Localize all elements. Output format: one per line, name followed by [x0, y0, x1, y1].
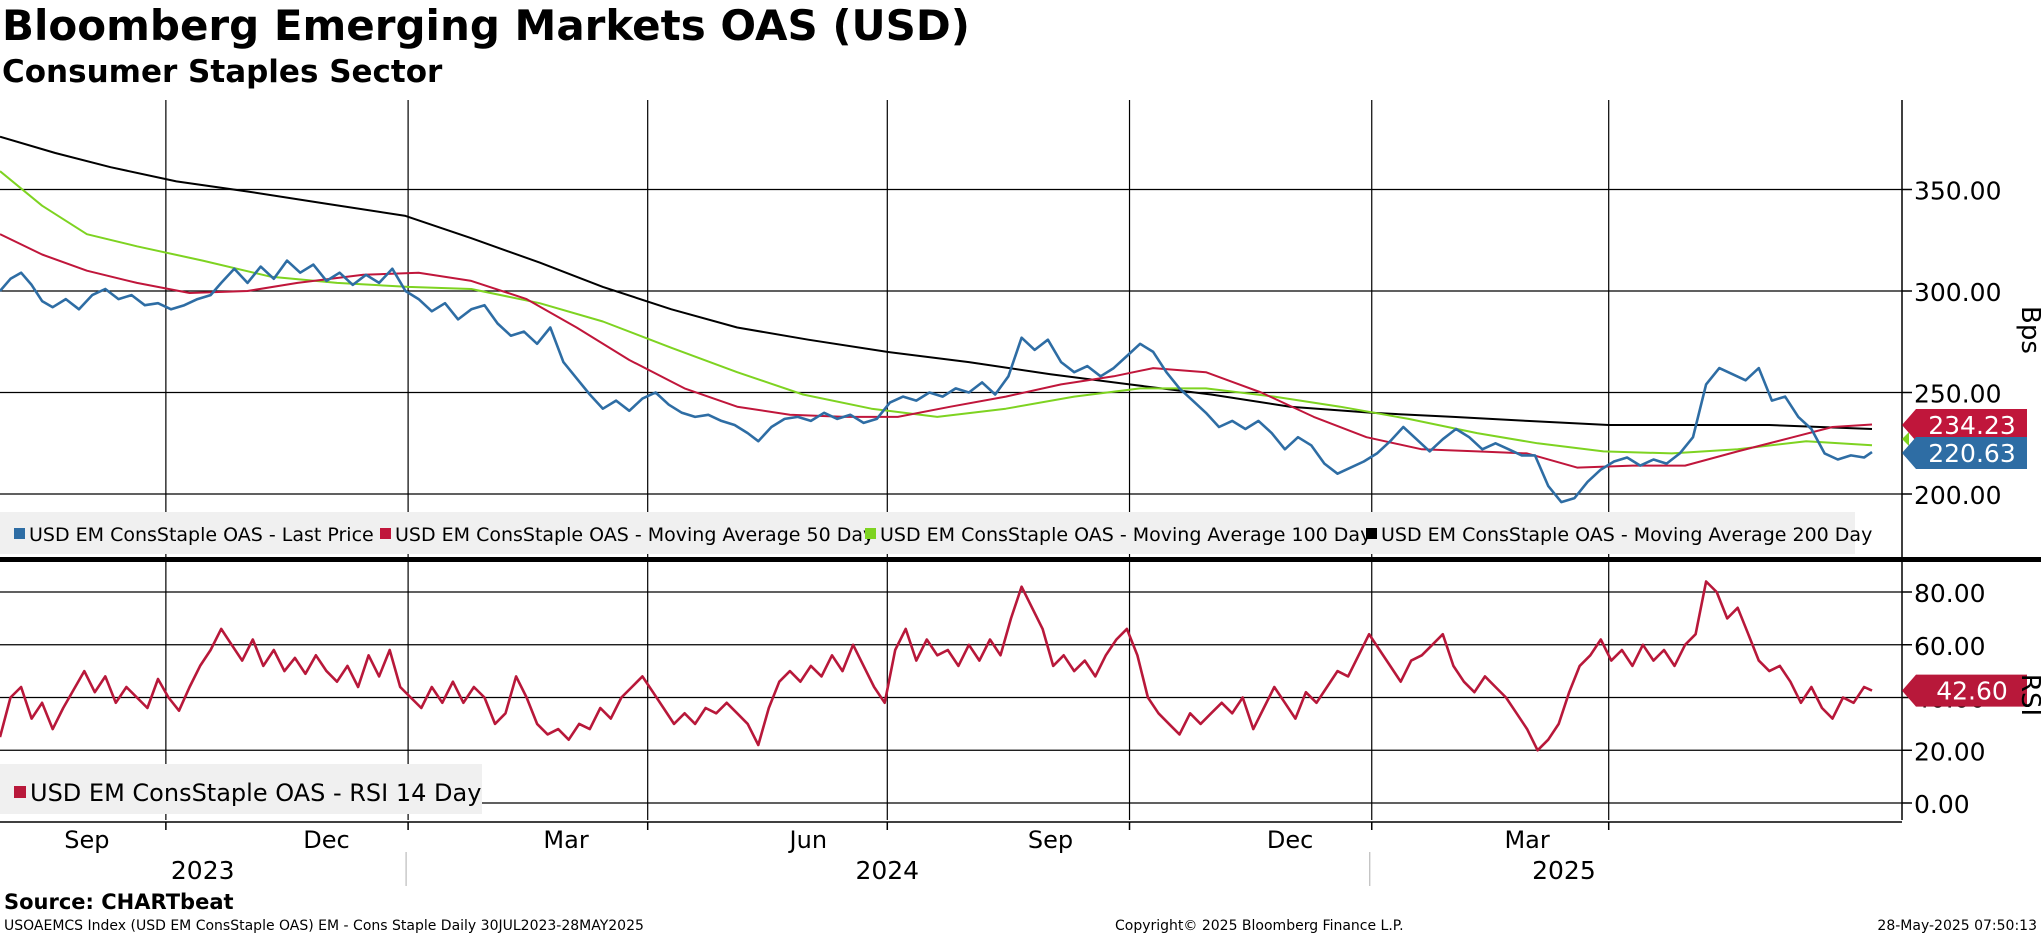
chart-title: Bloomberg Emerging Markets OAS (USD) [2, 1, 970, 50]
price-panel-legend: USD EM ConsStaple OAS - Last Price USD EM… [0, 512, 1872, 554]
price-y-tick-label: 350.00 [1914, 177, 2001, 206]
badge-ma50-shape [1902, 409, 2027, 441]
legend-entry-ma100: USD EM ConsStaple OAS - Moving Average 1… [880, 524, 1371, 546]
x-year-label: 2025 [1532, 856, 1596, 885]
panel-separator [0, 557, 2041, 562]
price-panel-series [0, 135, 1873, 504]
timestamp: 28-May-2025 07:50:13 [1877, 918, 2037, 934]
legend-entry-price: USD EM ConsStaple OAS - Last Price [29, 524, 374, 546]
badge-ma50: 234.23 [1902, 409, 2027, 441]
badge-ma50-label: 234.23 [1928, 411, 2015, 440]
badge-rsi: 42.60 [1902, 674, 2027, 707]
x-year-label: 2024 [855, 856, 919, 885]
price-y-tick-label: 250.00 [1914, 380, 2001, 409]
legend-swatch-rsi [14, 786, 26, 798]
series-line-ma100 [0, 170, 1873, 455]
series-line-price [0, 259, 1873, 504]
series-line-ma200 [0, 135, 1873, 430]
x-axis: Sep Dec Mar Jun Sep Dec Mar 2023 2024 2025 [0, 821, 1902, 886]
badge-price: 220.63 [1902, 437, 2027, 469]
x-month-label: Mar [543, 826, 588, 854]
x-month-label: Sep [1028, 826, 1073, 854]
rsi-y-tick-label: 60.00 [1914, 632, 1986, 661]
legend-swatch-ma50 [380, 528, 391, 539]
ma100-marker [1902, 432, 1909, 446]
legend-entry-ma200: USD EM ConsStaple OAS - Moving Average 2… [1381, 524, 1872, 546]
x-year-label: 2023 [171, 856, 235, 885]
chart-subtitle: Consumer Staples Sector [2, 54, 443, 90]
legend-swatch-ma100 [865, 528, 876, 539]
legend-swatch-ma200 [1366, 528, 1377, 539]
price-y-axis-label: Bps [2015, 306, 2041, 354]
rsi-panel-legend: USD EM ConsStaple OAS - RSI 14 Day [0, 764, 482, 814]
rsi-legend-background [0, 764, 482, 814]
price-legend-background [0, 512, 1855, 554]
rsi-y-axis-label: RSI [2015, 674, 2041, 716]
series-line-ma50 [0, 233, 1873, 469]
index-info: USOAEMCS Index (USD EM ConsStaple OAS) E… [4, 918, 644, 934]
copyright: Copyright© 2025 Bloomberg Finance L.P. [1115, 918, 1404, 934]
badge-price-label: 220.63 [1928, 439, 2015, 468]
badge-rsi-shape [1902, 674, 2027, 707]
badge-rsi-label: 42.60 [1936, 677, 2008, 706]
price-y-axis: 200.00 250.00 300.00 350.00 [1902, 177, 2001, 510]
rsi-y-tick-label: 80.00 [1914, 579, 1986, 608]
x-month-label: Dec [303, 826, 349, 854]
badge-price-shape [1902, 437, 2027, 469]
series-line-rsi [0, 580, 1873, 752]
legend-entry-rsi: USD EM ConsStaple OAS - RSI 14 Day [30, 779, 481, 807]
x-month-label: Sep [64, 826, 109, 854]
rsi-panel-series [0, 580, 1873, 752]
price-panel-grid [0, 100, 1903, 820]
source-label: Source: CHARTbeat [4, 890, 234, 914]
rsi-y-tick-label: 20.00 [1914, 737, 1986, 766]
price-y-tick-label: 300.00 [1914, 278, 2001, 307]
rsi-y-tick-label: 0.00 [1914, 790, 1970, 819]
x-month-label: Mar [1504, 826, 1549, 854]
legend-swatch-price [14, 528, 25, 539]
legend-entry-ma50: USD EM ConsStaple OAS - Moving Average 5… [395, 524, 874, 546]
x-month-label: Jun [788, 826, 828, 854]
price-y-tick-label: 200.00 [1914, 481, 2001, 510]
x-month-label: Dec [1267, 826, 1313, 854]
